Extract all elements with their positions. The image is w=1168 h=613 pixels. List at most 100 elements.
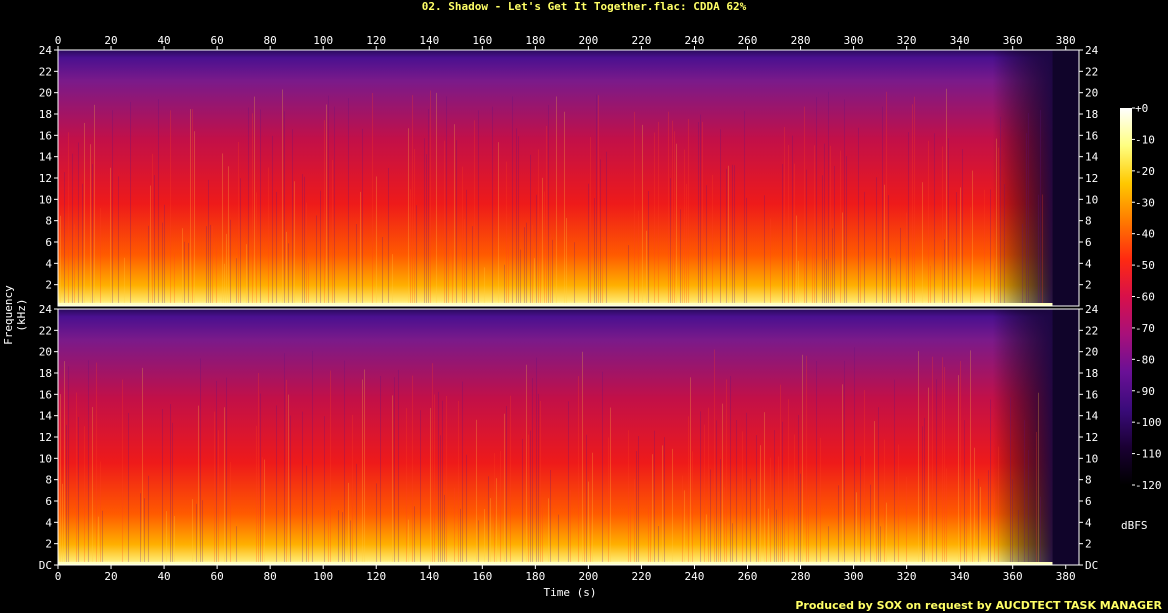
x-tick: 40 40 [157,34,170,583]
x-tick-label-top: 360 [1003,34,1023,47]
colorbar-tick: -70 [1132,322,1155,335]
y-tick-label-left: 4 [45,516,52,529]
x-tick-label-bottom: 20 [104,570,117,583]
y-tick-label-left: DC [39,559,52,572]
x-tick-label-bottom: 60 [210,570,223,583]
y-tick: 16 16 [39,388,1099,401]
x-tick: 380 380 [1056,34,1076,583]
x-tick: 180 180 [525,34,545,583]
x-tick-label-top: 220 [631,34,651,47]
x-tick-label-bottom: 40 [157,570,170,583]
y-tick: 12 12 [39,172,1099,185]
x-tick: 200 200 [578,34,598,583]
colorbar-tick-label: -40 [1135,228,1155,241]
x-tick-label-top: 200 [578,34,598,47]
x-tick-label-bottom: 380 [1056,570,1076,583]
x-tick-label-top: 300 [844,34,864,47]
y-tick-label-left: 18 [39,367,52,380]
x-tick: 360 360 [1003,34,1023,583]
x-tick-label-top: 320 [897,34,917,47]
y-tick-label-left: 2 [45,279,52,292]
colorbar-tick: -120 [1132,479,1162,492]
y-tick-label-right: 4 [1085,257,1092,270]
spectrogram-tail [1052,309,1079,565]
colorbar-tick-label: -100 [1135,416,1162,429]
colorbar-tick: -40 [1132,228,1155,241]
colorbar-tick-label: -10 [1135,133,1155,146]
x-tick-label-top: 340 [950,34,970,47]
x-tick-label-top: 140 [419,34,439,47]
y-tick-label-right: 10 [1085,452,1098,465]
y-tick: 18 18 [39,367,1099,380]
colorbar-tick: -90 [1132,385,1155,398]
y-tick-label-left: 20 [39,346,52,359]
y-tick: 22 22 [39,65,1099,78]
x-tick-label-bottom: 120 [366,570,386,583]
x-tick: 160 160 [472,34,492,583]
x-tick-label-top: 120 [366,34,386,47]
y-tick-label-right: 12 [1085,172,1098,185]
y-tick-label-left: 16 [39,388,52,401]
x-tick-label-top: 80 [264,34,277,47]
y-tick-label-right: 16 [1085,388,1098,401]
x-tick-label-bottom: 220 [631,570,651,583]
y-tick-label-left: 4 [45,257,52,270]
y-tick: 20 20 [39,87,1099,100]
colorbar-tick-label: -80 [1135,353,1155,366]
spectrogram-texture [60,88,1043,307]
spectrogram-fill [58,50,1053,306]
x-tick-label-top: 380 [1056,34,1076,47]
x-tick: 220 220 [631,34,651,583]
y-tick-label-left: 12 [39,172,52,185]
colorbar-tick-label: -120 [1135,479,1162,492]
chart-title: 02. Shadow - Let's Get It Together.flac:… [421,0,747,13]
x-tick-label-top: 160 [472,34,492,47]
x-tick-label-bottom: 240 [685,570,705,583]
y-tick-label-right: 18 [1085,367,1098,380]
y-tick-label-left: 6 [45,495,52,508]
x-tick-label-top: 60 [210,34,223,47]
x-tick-label-bottom: 340 [950,570,970,583]
x-tick-label-bottom: 0 [55,570,62,583]
x-axis-label: Time (s) [543,586,597,599]
y-tick-label-right: 6 [1085,495,1092,508]
y-tick-label-right: 22 [1085,65,1098,78]
x-tick-label-bottom: 200 [578,570,598,583]
y-tick-label-left: 2 [45,538,52,551]
y-tick-label-right: DC [1085,559,1098,572]
colorbar-tick: -50 [1132,259,1155,272]
x-tick: 120 120 [366,34,386,583]
x-tick: 320 320 [897,34,917,583]
x-tick-label-bottom: 300 [844,570,864,583]
x-tick: 260 260 [738,34,758,583]
y-tick-label-left: 12 [39,431,52,444]
y-tick-label-right: 6 [1085,236,1092,249]
x-tick: 80 80 [264,34,277,583]
y-tick-label-left: 14 [39,151,53,164]
x-tick: 60 60 [210,34,223,583]
y-tick-label-right: 18 [1085,108,1098,121]
y-tick: DC DC [39,559,1099,572]
y-tick: 10 10 [39,452,1099,465]
y-tick-label-right: 24 [1085,303,1099,316]
colorbar-tick: -110 [1132,448,1162,461]
x-tick-label-top: 20 [104,34,117,47]
colorbar-tick: -60 [1132,291,1155,304]
footer-credit: Produced by SOX on request by AUCDTECT T… [795,599,1162,612]
colorbar-tick: +0 [1132,102,1148,115]
y-tick-label-left: 6 [45,236,52,249]
x-tick-label-bottom: 100 [313,570,333,583]
x-tick-label-top: 280 [791,34,811,47]
colorbar-tick-label: -30 [1135,196,1155,209]
y-tick-label-right: 16 [1085,129,1098,142]
spectrogram-tail [1052,50,1079,306]
y-tick-label-right: 2 [1085,279,1092,292]
y-tick-label-left: 20 [39,87,52,100]
y-tick: 18 18 [39,108,1099,121]
